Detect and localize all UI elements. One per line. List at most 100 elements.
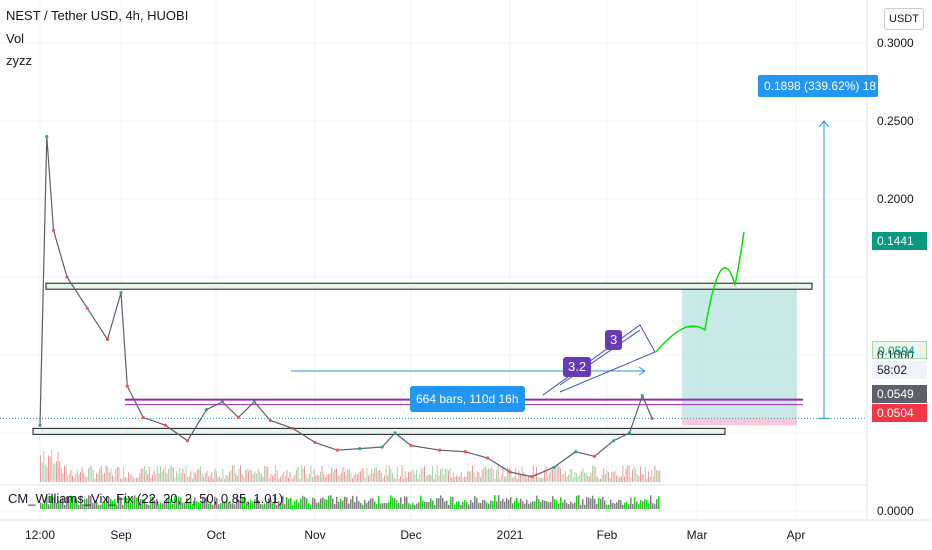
volume-bar xyxy=(188,476,190,482)
volume-bar xyxy=(638,475,640,482)
volume-bar xyxy=(280,476,281,482)
volume-bar xyxy=(315,475,317,482)
vix-fix-bar xyxy=(216,497,218,509)
vix-fix-indicator-label[interactable]: CM_Williams_Vix_Fix (22, 20, 2, 50, 0.85… xyxy=(8,491,284,506)
vix-fix-bar xyxy=(386,503,388,509)
vix-fix-bar xyxy=(158,504,160,509)
vix-fix-bar xyxy=(126,498,128,509)
vix-fix-bar xyxy=(510,496,512,509)
volume-bar xyxy=(417,478,419,482)
vix-fix-bar xyxy=(590,498,592,509)
volume-bar xyxy=(140,468,142,482)
volume-bar xyxy=(544,470,545,482)
chart-title: NEST / Tether USD, 4h, HUOBI xyxy=(6,8,189,23)
volume-bar xyxy=(259,471,261,482)
volume-bar xyxy=(321,465,323,482)
vix-fix-bar xyxy=(602,497,604,509)
vix-fix-bar xyxy=(544,500,546,509)
vix-fix-bar xyxy=(612,502,614,509)
price-point xyxy=(463,450,467,454)
vix-fix-bar xyxy=(220,503,222,509)
volume-bar xyxy=(276,470,278,482)
volume-bar xyxy=(107,466,109,482)
volume-bar xyxy=(195,473,197,482)
volume-bar xyxy=(344,472,345,482)
vix-fix-bar xyxy=(200,503,202,509)
volume-bar xyxy=(212,478,214,482)
price-point xyxy=(220,400,224,404)
vix-fix-bar xyxy=(656,499,658,509)
x-tick-label: Oct xyxy=(207,528,226,542)
currency-button[interactable]: USDT xyxy=(884,8,924,30)
vix-fix-bar xyxy=(354,502,356,509)
measure-label[interactable]: 0.1898 (339.62%) 18 xyxy=(758,75,878,97)
volume-bar xyxy=(588,476,590,482)
volume-bar xyxy=(62,474,64,482)
vix-fix-bar xyxy=(150,496,152,509)
volume-bar xyxy=(171,465,173,482)
vix-fix-bar xyxy=(110,499,112,509)
wave-3-2-label[interactable]: 3.2 xyxy=(563,357,592,377)
vix-fix-bar xyxy=(156,499,158,509)
vix-fix-bar xyxy=(188,502,190,509)
vix-fix-bar xyxy=(306,498,308,509)
volume-bar xyxy=(558,465,560,482)
volume-bar xyxy=(153,470,155,482)
volume-bar xyxy=(488,468,489,482)
vix-fix-bar xyxy=(278,501,280,509)
y-tick-label: 0.2500 xyxy=(877,114,914,128)
vix-fix-bar xyxy=(530,502,532,509)
vix-fix-bar xyxy=(86,498,88,509)
volume-bar xyxy=(283,471,285,482)
volume-bar xyxy=(54,463,56,482)
price-point xyxy=(438,448,442,452)
vix-fix-bar xyxy=(144,500,146,509)
volume-bar xyxy=(609,478,611,482)
volume-bar xyxy=(249,469,251,482)
vix-fix-bar xyxy=(540,501,542,509)
volume-bar xyxy=(632,469,633,482)
vix-fix-bar xyxy=(630,497,632,509)
vix-fix-bar xyxy=(410,504,412,509)
vix-fix-bar xyxy=(290,497,292,509)
vix-fix-bar xyxy=(40,502,42,509)
volume-bar xyxy=(166,473,168,482)
price-point xyxy=(574,450,578,454)
volume-bar xyxy=(556,465,558,482)
vix-fix-bar xyxy=(376,504,378,509)
volume-bar xyxy=(416,469,417,482)
vix-fix-bar xyxy=(432,500,434,509)
volume-bar xyxy=(428,474,430,482)
volume-bar xyxy=(459,476,461,482)
x-tick-label: Sep xyxy=(110,528,132,542)
volume-bar xyxy=(534,473,536,482)
volume-bar xyxy=(604,474,606,482)
volume-indicator-label[interactable]: Vol xyxy=(6,31,25,46)
volume-bar xyxy=(504,476,505,482)
volume-bar xyxy=(419,474,421,482)
volume-bar xyxy=(308,473,310,482)
vix-fix-bar xyxy=(134,495,136,509)
vix-fix-bar xyxy=(466,501,468,509)
date-range-label[interactable]: 664 bars, 110d 16h xyxy=(410,386,525,412)
volume-bar xyxy=(102,473,104,482)
price-point xyxy=(45,135,49,139)
volume-bar xyxy=(251,470,253,482)
vix-fix-bar xyxy=(446,500,448,509)
volume-bar xyxy=(379,470,381,482)
vix-fix-bar xyxy=(516,497,518,509)
vix-fix-bar xyxy=(300,498,302,509)
volume-bar xyxy=(625,468,627,482)
vix-fix-bar xyxy=(108,496,110,509)
volume-bar xyxy=(595,467,597,482)
zyzz-indicator-label[interactable]: zyzz xyxy=(6,53,32,68)
vix-fix-bar xyxy=(148,504,150,509)
volume-bar xyxy=(219,475,221,482)
vix-fix-bar xyxy=(210,502,212,509)
vix-fix-bar xyxy=(440,495,442,509)
wave-3-label[interactable]: 3 xyxy=(605,330,623,350)
volume-bar xyxy=(123,467,125,482)
volume-bar xyxy=(147,473,149,482)
vix-fix-bar xyxy=(114,499,116,509)
